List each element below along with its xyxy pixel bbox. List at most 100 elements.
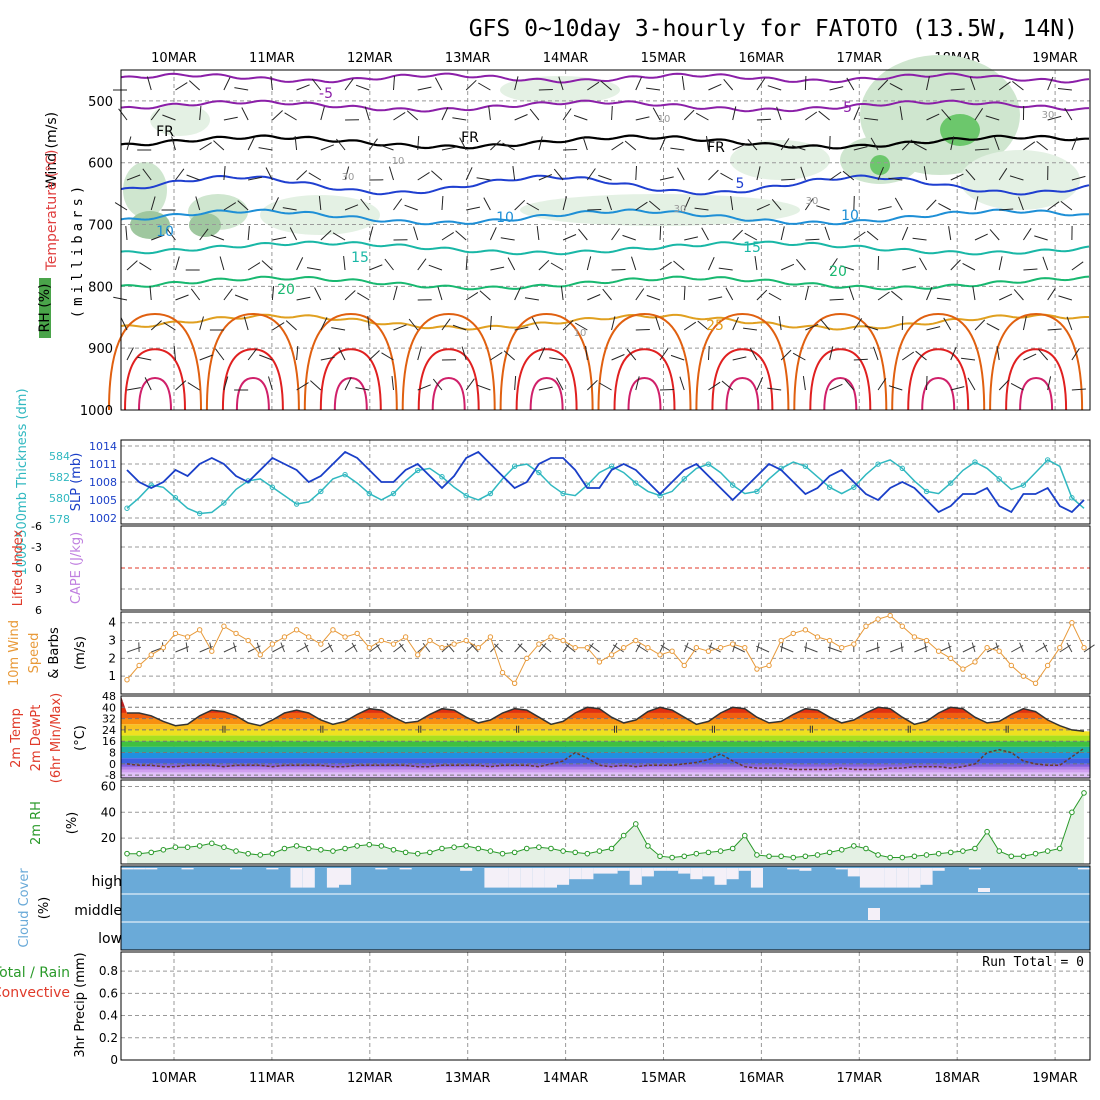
wind-barb — [611, 228, 621, 241]
wind-barb — [915, 350, 927, 361]
wind10-barb — [422, 642, 431, 653]
wind-barb — [586, 168, 596, 181]
wind-barb — [261, 260, 273, 271]
cloud-gap — [654, 868, 667, 871]
wind10-point — [887, 612, 893, 619]
cloud-gap — [520, 868, 533, 888]
wind-barb — [587, 294, 601, 301]
wind-barb — [529, 108, 540, 121]
wind-barb — [538, 89, 553, 91]
temp-color-band — [121, 758, 1090, 764]
wind-barb — [514, 287, 522, 301]
temp-color-band — [121, 741, 1090, 747]
wind-barb — [708, 381, 721, 391]
wind10-point — [1081, 644, 1087, 651]
wind-barb — [1057, 88, 1072, 91]
wind-barb — [320, 144, 334, 151]
wind-barb — [999, 208, 1014, 211]
wind-barb — [1058, 295, 1073, 301]
wind-barb — [289, 227, 298, 241]
surface-contour — [401, 312, 496, 411]
wind-barb — [364, 106, 370, 121]
temp2m-ylabel-c: (6hr Min/Max) — [49, 693, 64, 783]
wind-barb — [926, 326, 941, 331]
wind-barb — [465, 378, 475, 391]
lifted-index-tick: 3 — [35, 583, 42, 596]
thickness-point — [415, 467, 421, 474]
wind-barb — [199, 142, 212, 151]
wind-barb — [199, 316, 204, 331]
rh2m-point — [245, 850, 251, 857]
wind-barb — [718, 267, 733, 271]
cloud-gap — [133, 868, 146, 870]
cloud-gap — [460, 868, 473, 871]
wind-barb — [441, 231, 454, 241]
isotherm-line — [120, 275, 1090, 291]
rh2m-point — [972, 845, 978, 852]
cloud-gap — [859, 868, 872, 888]
wind10-point — [318, 641, 324, 647]
surface-contour — [989, 312, 1084, 411]
precip-panel: 0.8 0.6 0.4 0.2 0 Run Total = 0 Total / Rain… — [0, 951, 1091, 1067]
wind10-barb — [375, 642, 382, 653]
wind-barb — [241, 107, 249, 121]
wind10-ylabel-b: Speed — [27, 633, 42, 674]
wind-barb — [507, 257, 516, 271]
wind10-barb — [233, 642, 237, 653]
wind10-point — [1044, 662, 1051, 669]
wind-barb — [199, 354, 213, 361]
wind-barb — [697, 320, 709, 331]
wind-barb — [756, 166, 761, 181]
thickness-tick: 578 — [49, 513, 70, 526]
wind-barb — [974, 148, 989, 151]
surface-contour — [235, 376, 270, 411]
wind-barb — [901, 139, 913, 151]
isotherm-label: 25 — [706, 318, 724, 334]
wind-barb — [318, 196, 322, 211]
thickness-point — [463, 492, 469, 499]
wind-barb — [163, 322, 176, 331]
wind-barb — [1071, 136, 1078, 151]
wind10-point — [839, 644, 845, 651]
wind10-point — [717, 644, 724, 651]
wind-barb — [805, 111, 818, 121]
wind-barb — [166, 228, 176, 241]
wind-barb — [175, 294, 189, 301]
wind-barb — [296, 84, 310, 91]
wind10-point — [330, 627, 336, 633]
wind-barb — [950, 88, 965, 91]
rh2m-point — [548, 845, 554, 852]
surface-contour — [725, 376, 760, 411]
wind-barb — [683, 321, 697, 331]
thickness-point — [366, 490, 372, 497]
bottom-date-label: 19MAR — [1032, 1071, 1078, 1086]
wind-barb — [174, 256, 180, 271]
wind-barb — [437, 286, 443, 301]
wind10-barb — [683, 642, 689, 653]
wind-barb — [829, 258, 838, 271]
wind10-point — [693, 644, 700, 651]
wind-barb — [536, 226, 540, 241]
cloud-gap — [508, 868, 521, 888]
wind-barb — [355, 387, 370, 391]
wind-barb — [913, 142, 927, 151]
wind10-point — [960, 666, 966, 672]
rh2m-point — [257, 852, 264, 858]
thickness-tick: 582 — [49, 471, 70, 484]
wind-barb — [586, 256, 592, 271]
surface-contour — [907, 348, 970, 411]
wind10-point — [705, 648, 712, 654]
rh-contour-label: 30 — [674, 204, 687, 215]
wind10-barb — [185, 642, 189, 653]
wind-barb — [899, 106, 903, 121]
temp-color-band — [121, 718, 1090, 725]
rh2m-unit: (%) — [65, 812, 80, 835]
wind-barb — [320, 356, 335, 361]
wind10-barb — [586, 642, 594, 653]
temp-color-band — [121, 724, 1090, 730]
rh2m-point — [657, 853, 663, 860]
bottom-date-label: 18MAR — [934, 1071, 980, 1086]
wind-barb — [344, 204, 359, 211]
